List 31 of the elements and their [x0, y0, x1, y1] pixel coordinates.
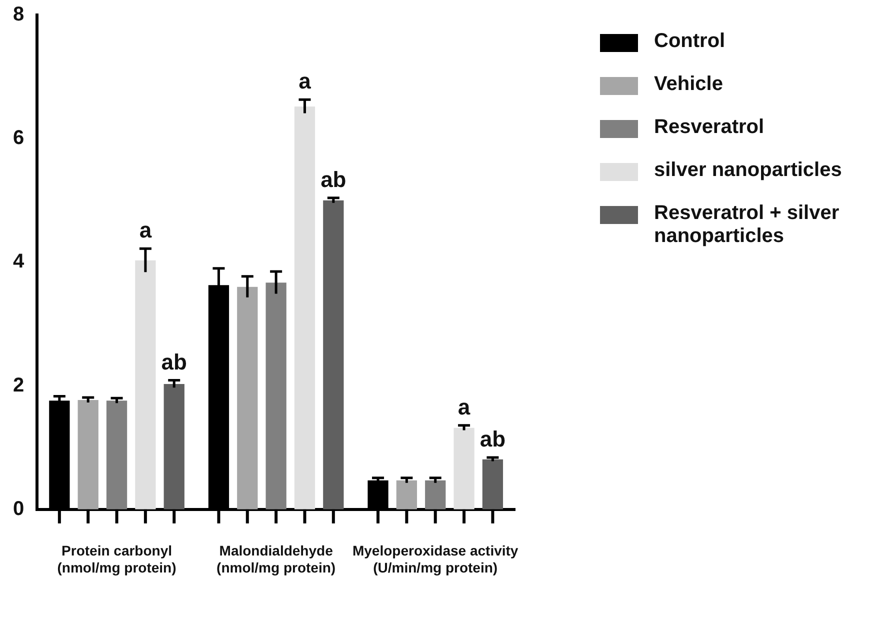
- y-tick-label: 8: [13, 4, 24, 26]
- bar: [78, 400, 98, 510]
- data-label: a: [458, 394, 471, 420]
- x-tick-label: Myeloperoxidase activity (U/min/mg protein): [352, 542, 518, 576]
- y-tick-label: 0: [13, 498, 24, 520]
- bar: [106, 400, 128, 510]
- x-tick-label: Protein carbonyl (nmol/mg protein): [57, 542, 176, 576]
- bar: [164, 384, 184, 510]
- data-label: ab: [161, 349, 187, 374]
- y-tick-label: 6: [13, 127, 24, 150]
- bar: [425, 480, 446, 510]
- data-label: ab: [320, 166, 346, 192]
- legend-label: Resveratrol: [654, 116, 764, 139]
- bar: [454, 428, 474, 510]
- bar: [135, 260, 156, 510]
- data-label: a: [298, 68, 312, 94]
- legend-label: Control: [654, 30, 726, 53]
- legend-label: silver nanoparticles: [654, 159, 842, 182]
- bar: [482, 459, 504, 510]
- legend-label: Resveratrol + silver nanoparticles: [654, 202, 840, 248]
- y-tick-label: 2: [13, 374, 24, 396]
- bar: [266, 282, 286, 510]
- bar: [237, 286, 258, 510]
- legend-label: Vehicle: [654, 73, 723, 96]
- bar: [323, 200, 344, 510]
- data-label: ab: [480, 426, 506, 452]
- bar: [294, 106, 316, 510]
- bar: [396, 480, 418, 510]
- data-label: a: [139, 218, 152, 243]
- x-tick-label: Malondialdehyde (nmol/mg protein): [216, 542, 336, 576]
- y-tick-label: 4: [13, 250, 25, 273]
